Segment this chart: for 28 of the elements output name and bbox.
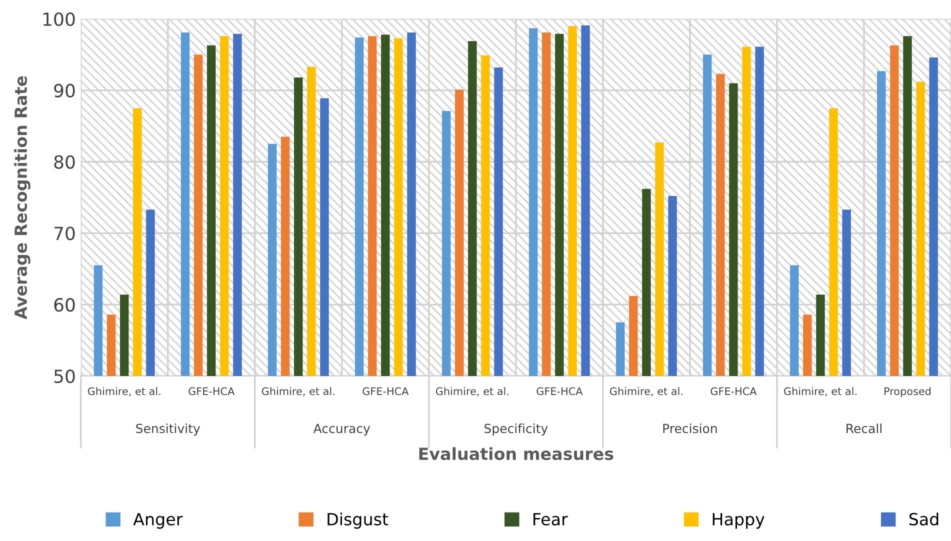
x-tick-label: Ghimire, et al. [88, 387, 160, 396]
x-tick-label: Proposed [884, 387, 931, 398]
legend-label: Anger [133, 513, 183, 529]
text: Specificity [484, 424, 548, 436]
legend-label: Happy [712, 513, 764, 529]
y-tick-label: 60 [54, 298, 75, 312]
x-tick-label: Ghimire, et al. [262, 387, 334, 396]
y-axis-title: Average Recognition Rate [14, 76, 30, 320]
x-tick-label: Ghimire, et al. [436, 387, 508, 396]
y-tick-label: 70 [54, 226, 75, 240]
text: Sensitivity [136, 424, 200, 436]
x-tick-label: Ghimire, et al. [610, 387, 682, 396]
x-tick-label: Ghimire, et al. [784, 387, 856, 396]
y-tick-label: 50 [54, 369, 75, 384]
x-tick-label: GFE-HCA [710, 387, 757, 396]
legend-label: Sad [909, 512, 938, 526]
x-tick-label: GFE-HCA [536, 387, 583, 396]
legend-label: Fear [534, 513, 568, 526]
legend-label: Disgust [328, 512, 388, 529]
x-tick-label: GFE-HCA [188, 387, 235, 396]
text: Recall [846, 424, 882, 434]
text: Accuracy [313, 424, 370, 436]
y-tick-label: 80 [54, 155, 75, 169]
x-axis-title: Evaluation measures [419, 447, 614, 460]
x-tick-label: GFE-HCA [362, 387, 409, 396]
text: Precision [663, 424, 717, 434]
y-tick-label: 90 [54, 84, 75, 98]
y-tick-label: 100 [43, 12, 75, 26]
